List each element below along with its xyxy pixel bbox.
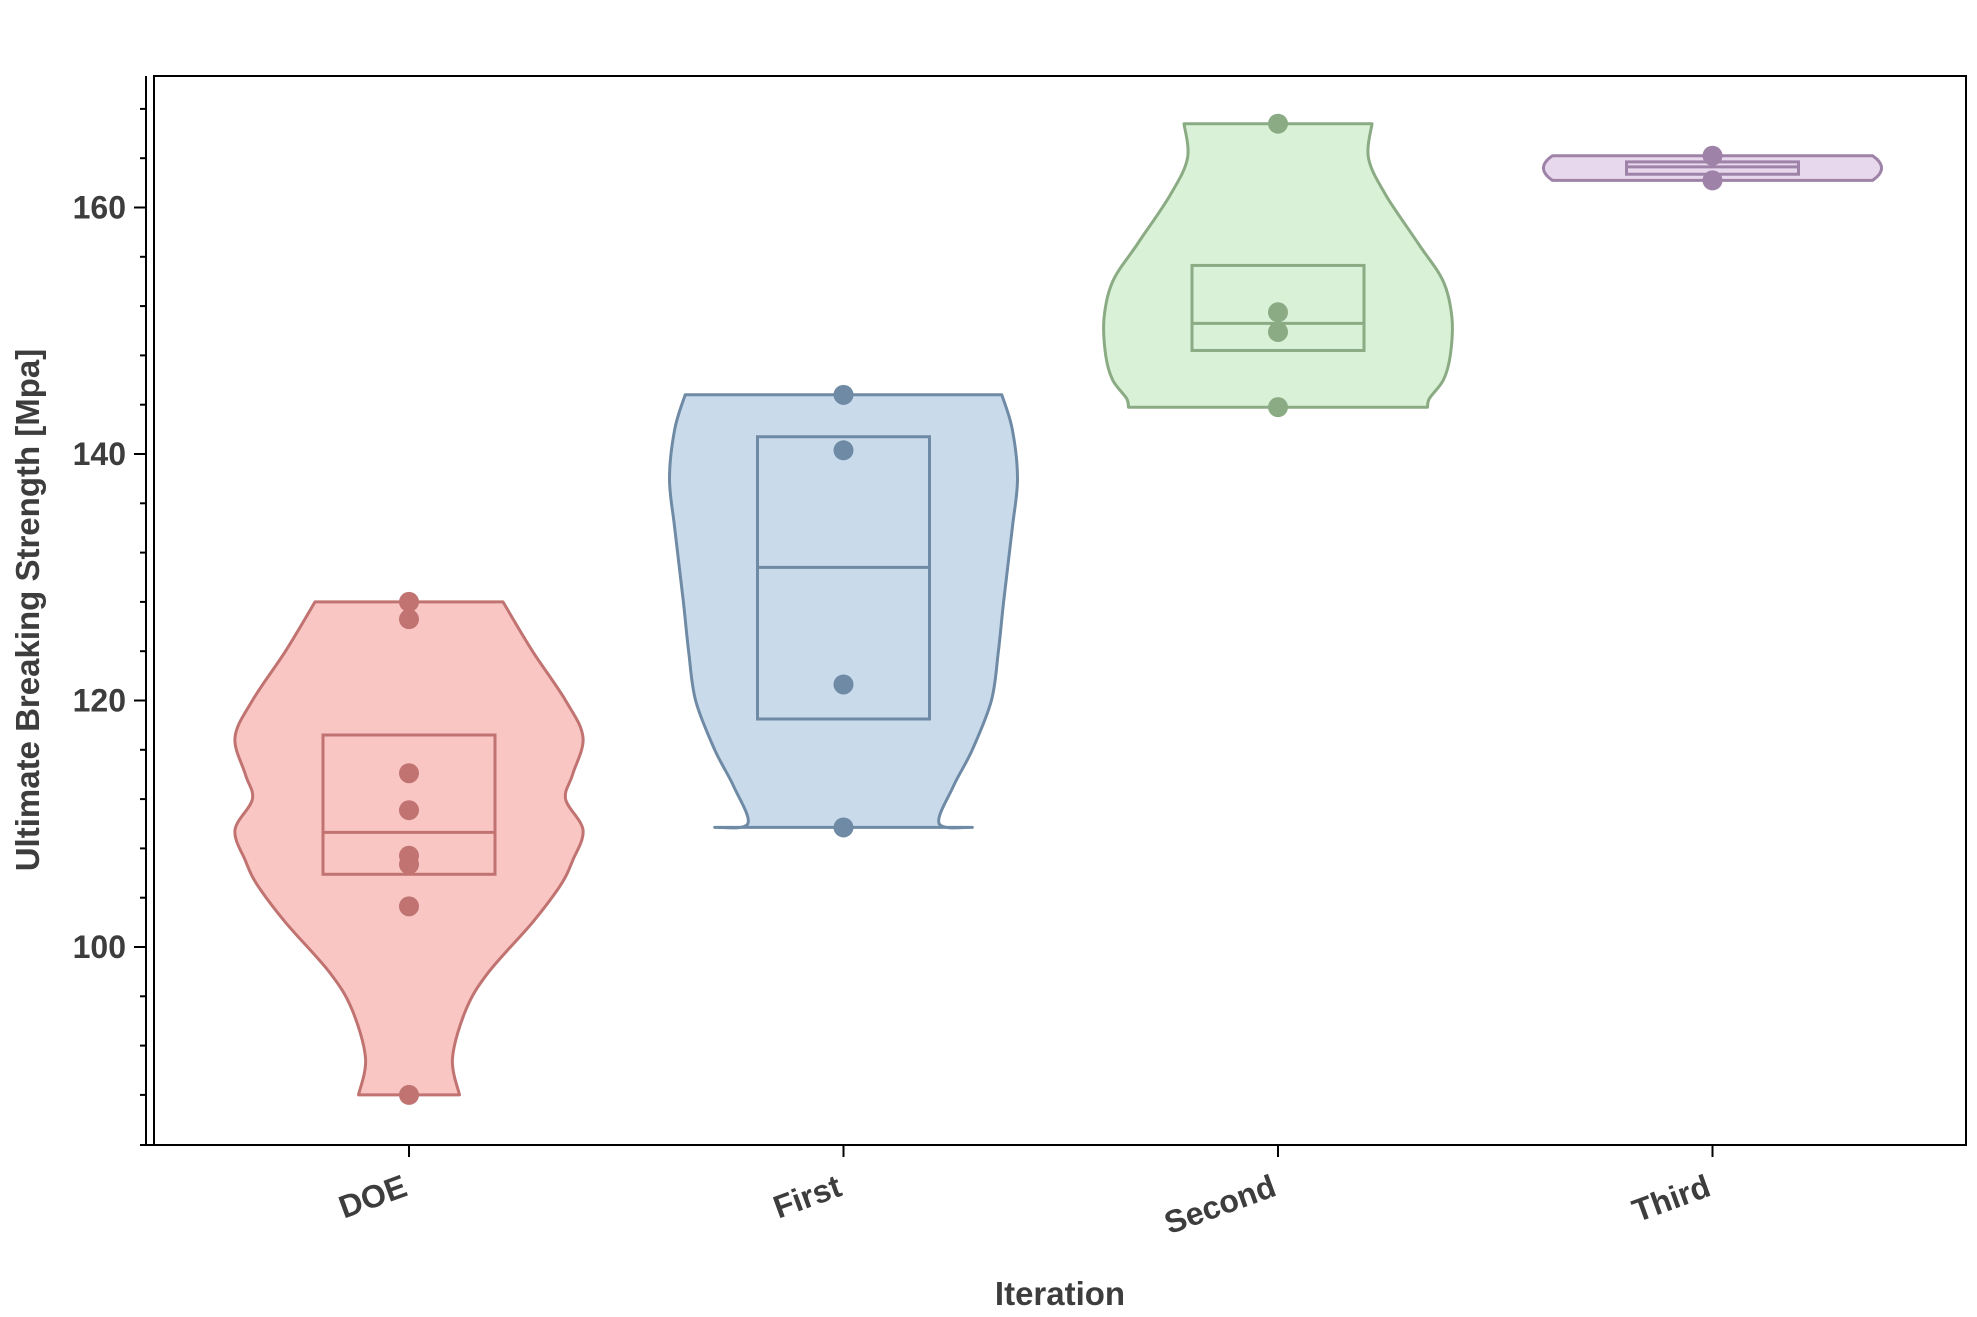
box-first <box>756 435 931 721</box>
x-tick-label-first: First <box>768 1168 846 1226</box>
data-point-doe <box>399 763 419 784</box>
violin-group-second <box>1102 113 1454 418</box>
y-tick-label: 100 <box>73 929 126 965</box>
data-point-doe <box>399 896 419 917</box>
data-point-doe <box>399 591 419 612</box>
box-second <box>1190 263 1366 352</box>
data-point-third <box>1702 170 1723 191</box>
data-point-second <box>1268 302 1288 323</box>
data-point-doe <box>399 854 419 875</box>
data-point-doe <box>399 609 419 630</box>
data-point-doe <box>399 1084 419 1105</box>
data-point-third <box>1702 145 1723 166</box>
x-tick-label-second: Second <box>1159 1168 1280 1241</box>
violin-group-doe <box>233 591 585 1105</box>
x-axis: DOE First Second Third <box>334 1145 1715 1241</box>
y-tick-label: 140 <box>73 436 126 472</box>
x-tick-label-doe: DOE <box>334 1168 411 1226</box>
violin-group-third <box>1541 145 1884 191</box>
data-point-first <box>833 817 854 838</box>
data-point-second <box>1268 113 1288 134</box>
data-point-second <box>1268 397 1288 418</box>
y-tick-label: 160 <box>73 190 126 226</box>
y-axis: 100 120 140 160 <box>73 76 154 1146</box>
data-point-first <box>833 440 854 461</box>
x-axis-title: Iteration <box>995 1275 1125 1312</box>
plot-frame <box>153 75 1967 1146</box>
violin-group-first <box>668 384 1019 838</box>
data-point-first <box>833 674 854 695</box>
data-point-doe <box>399 800 419 821</box>
violins-layer <box>233 113 1884 1105</box>
y-axis-title: Ultimate Breaking Strength [Mpa] <box>9 349 46 872</box>
data-point-second <box>1268 321 1288 342</box>
data-point-first <box>833 384 854 405</box>
y-tick-label: 120 <box>73 683 126 719</box>
x-tick-label-third: Third <box>1627 1168 1714 1229</box>
